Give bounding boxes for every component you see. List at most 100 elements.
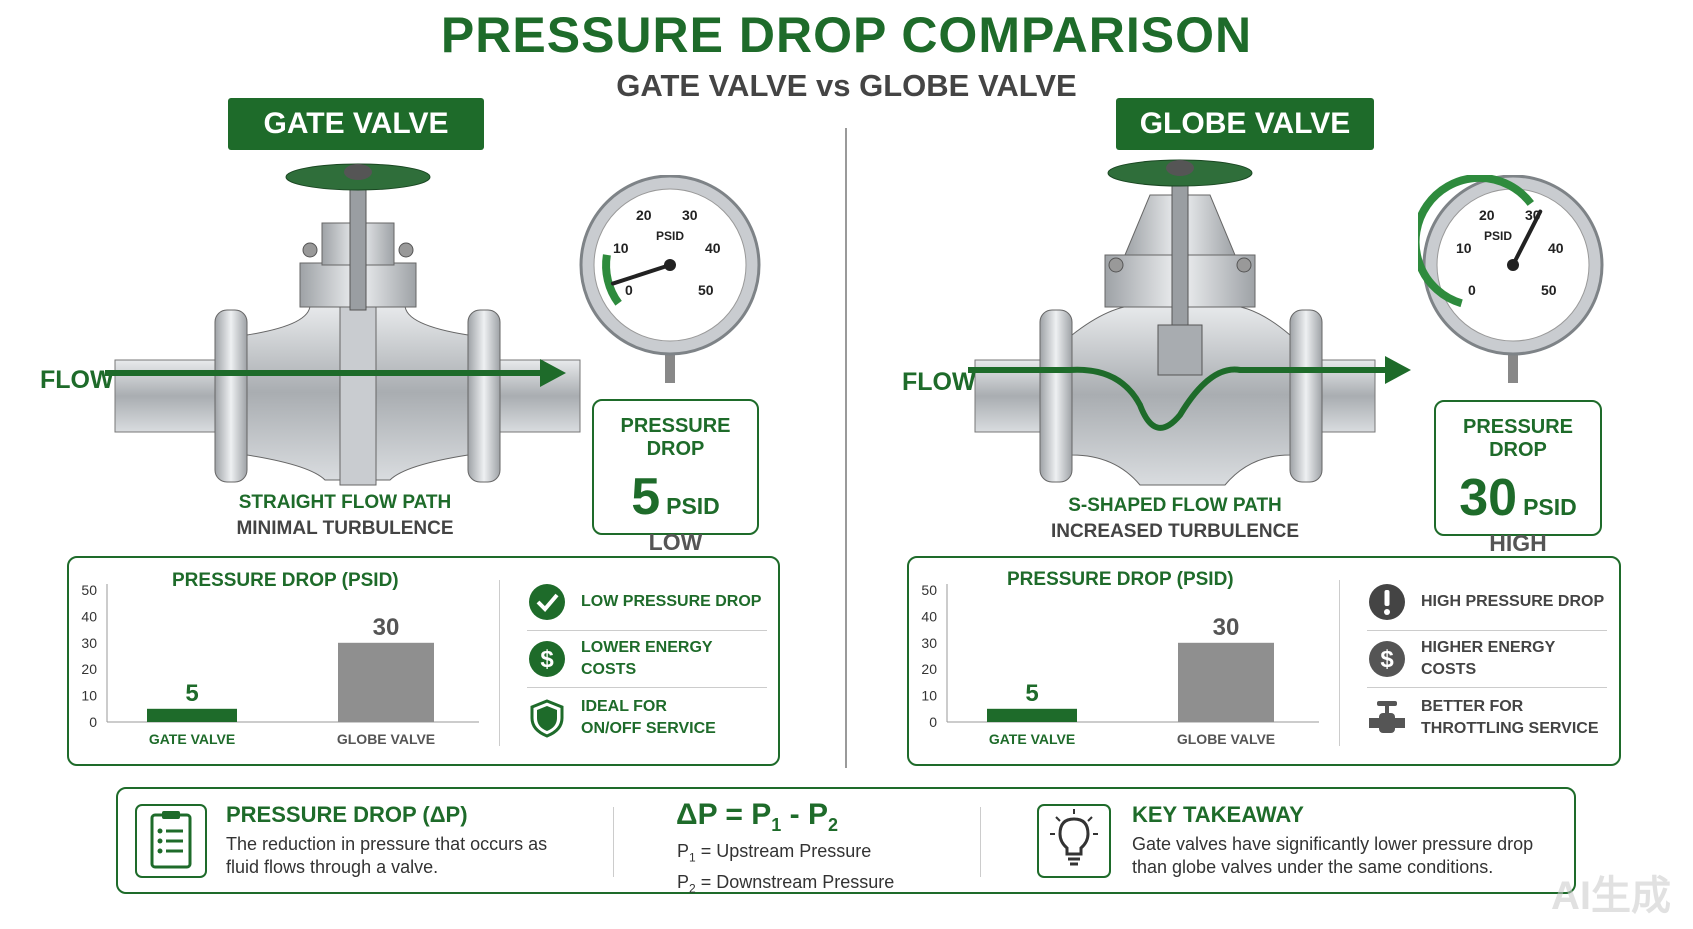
def2-text: = Downstream Pressure bbox=[700, 871, 895, 892]
pressure-drop-formula: ΔP = P1 - P2 bbox=[676, 798, 838, 836]
def2-p: P bbox=[677, 871, 690, 892]
gate-feature-divider bbox=[527, 687, 767, 688]
globe-feature-text: HIGHER ENERGY COSTS bbox=[1421, 639, 1555, 678]
globe-feature-list: HIGH PRESSURE DROP $ HIGHER ENERGY COSTS… bbox=[1367, 580, 1607, 742]
dollar-coin-icon: $ bbox=[1369, 641, 1405, 677]
globe-valve-label: GLOBE VALVE bbox=[1116, 98, 1374, 150]
formula-def-upstream: P1 = Upstream Pressure bbox=[677, 839, 894, 870]
gate-feature-separator bbox=[499, 580, 500, 746]
globe-summary-panel: PRESSURE DROP (PSID) 0 10 20 30 40 50 5 GATE VA… bbox=[907, 556, 1621, 766]
takeaway-line: than globe valves under the same conditi… bbox=[1132, 857, 1494, 877]
center-divider bbox=[845, 128, 847, 768]
gate-disc bbox=[339, 304, 377, 486]
globe-gauge-tick-20: 20 bbox=[1479, 207, 1495, 223]
gate-path-caption: STRAIGHT FLOW PATH MINIMAL TURBULENCE bbox=[210, 492, 480, 540]
definition-line: fluid flows through a valve. bbox=[226, 857, 439, 877]
svg-text:$: $ bbox=[1380, 646, 1394, 673]
y-tick-label: 0 bbox=[89, 714, 97, 730]
page-subtitle: GATE VALVE vs GLOBE VALVE bbox=[616, 68, 1077, 103]
formula-lhs: ΔP bbox=[676, 798, 718, 831]
globe-gauge-tick-10: 10 bbox=[1456, 240, 1472, 256]
bar-value-label: 5 bbox=[1025, 680, 1038, 707]
globe-feature-text: HIGH PRESSURE DROP bbox=[1421, 593, 1605, 610]
globe-plug bbox=[1157, 324, 1203, 376]
globe-feature-divider bbox=[1367, 630, 1607, 631]
globe-flange-left bbox=[1039, 309, 1073, 483]
bottom-info-panel: PRESSURE DROP (ΔP) The reduction in pres… bbox=[116, 787, 1576, 895]
y-tick-label: 20 bbox=[81, 661, 97, 677]
gate-gauge-tick-50: 50 bbox=[698, 282, 714, 298]
formula-def-downstream: P2 = Downstream Pressure bbox=[677, 870, 894, 901]
globe-path-line2: INCREASED TURBULENCE bbox=[1050, 521, 1300, 542]
gate-pressure-gauge: 0 10 20 30 40 50 PSID bbox=[579, 175, 761, 383]
x-category-label: GATE VALVE bbox=[989, 731, 1075, 747]
gate-feature-row: $ LOWER ENERGY COSTS bbox=[527, 637, 767, 681]
gate-gauge-unit: PSID bbox=[656, 229, 684, 243]
globe-flow-label: FLOW bbox=[902, 368, 976, 396]
globe-chart-title: PRESSURE DROP (PSID) bbox=[1007, 569, 1234, 590]
gate-bolt bbox=[302, 242, 318, 258]
bar bbox=[147, 708, 237, 722]
bottom-separator bbox=[613, 807, 614, 877]
gate-gauge-tick-20: 20 bbox=[636, 207, 652, 223]
gate-gauge-tick-10: 10 bbox=[613, 240, 629, 256]
gate-bolt bbox=[398, 242, 414, 258]
globe-pd-unit: PSID bbox=[1523, 494, 1577, 520]
definition-body: The reduction in pressure that occurs as… bbox=[226, 833, 586, 879]
y-tick-label: 0 bbox=[929, 714, 937, 730]
gate-chart-title: PRESSURE DROP (PSID) bbox=[172, 570, 399, 591]
x-category-label: GLOBE VALVE bbox=[1177, 731, 1275, 747]
def2-sub: 2 bbox=[689, 881, 696, 896]
globe-feature-row: HIGH PRESSURE DROP bbox=[1367, 580, 1607, 624]
gate-gauge-needle bbox=[610, 263, 672, 286]
x-category-label: GATE VALVE bbox=[149, 731, 235, 747]
formula-eq: = bbox=[725, 798, 743, 831]
gate-flange-left bbox=[214, 309, 248, 483]
y-tick-label: 50 bbox=[81, 582, 97, 598]
gate-pd-value-line: 5 PSID bbox=[594, 467, 757, 527]
gate-feature-text: IDEAL FOR ON/OFF SERVICE bbox=[581, 696, 716, 740]
formula-minus: - bbox=[789, 798, 800, 831]
gate-stem bbox=[349, 174, 367, 311]
takeaway-line: Gate valves have significantly lower pre… bbox=[1132, 834, 1534, 854]
globe-gauge-tick-40: 40 bbox=[1548, 240, 1564, 256]
globe-feature-row: $ HIGHER ENERGY COSTS bbox=[1367, 637, 1607, 681]
globe-pd-heading: PRESSURE DROP bbox=[1462, 416, 1574, 461]
gate-flange-right bbox=[467, 309, 501, 483]
formula-definitions: P1 = Upstream Pressure P2 = Downstream P… bbox=[677, 839, 894, 900]
bar-value-label: 5 bbox=[185, 680, 198, 707]
globe-flange-right bbox=[1289, 309, 1323, 483]
shield-check-icon bbox=[530, 699, 564, 738]
bar-value-label: 30 bbox=[1213, 614, 1240, 641]
exclamation-circle-icon bbox=[1369, 584, 1405, 620]
globe-gauge-needle bbox=[1511, 209, 1543, 267]
bar bbox=[987, 708, 1077, 722]
globe-pressure-drop-box: PRESSURE DROP 30 PSID HIGH bbox=[1434, 400, 1602, 556]
gate-path-line2: MINIMAL TURBULENCE bbox=[236, 518, 454, 539]
globe-pd-level: HIGH bbox=[1489, 530, 1547, 556]
definition-line: The reduction in pressure that occurs as bbox=[226, 834, 548, 854]
globe-bolt bbox=[1108, 257, 1124, 273]
gate-gauge-tick-30: 30 bbox=[682, 207, 698, 223]
y-tick-label: 50 bbox=[921, 582, 937, 598]
def1-sub: 1 bbox=[689, 850, 696, 865]
gate-pressure-drop-box: PRESSURE DROP 5 PSID LOW bbox=[592, 399, 759, 555]
globe-wheel-nut bbox=[1166, 160, 1194, 176]
gate-flow-arrowhead bbox=[540, 359, 566, 387]
gate-wheel-nut bbox=[344, 164, 372, 180]
bottom-separator bbox=[980, 807, 981, 877]
gate-feature-text: LOWER ENERGY COSTS bbox=[581, 639, 713, 678]
bar-value-label: 30 bbox=[373, 614, 400, 641]
y-tick-label: 20 bbox=[921, 661, 937, 677]
globe-pd-value: 30 bbox=[1459, 469, 1518, 527]
globe-feature-line: THROTTLING SERVICE bbox=[1421, 720, 1599, 737]
globe-path-line1: S-SHAPED FLOW PATH bbox=[1068, 495, 1282, 516]
formula-p1: P bbox=[751, 798, 772, 831]
globe-feature-row: BETTER FOR THROTTLING SERVICE bbox=[1367, 694, 1607, 742]
clipboard-list-icon bbox=[135, 804, 207, 878]
globe-stem bbox=[1171, 172, 1189, 344]
globe-bolt bbox=[1236, 257, 1252, 273]
def1-p: P bbox=[677, 841, 690, 861]
globe-feature-text: BETTER FOR THROTTLING SERVICE bbox=[1421, 696, 1599, 740]
gate-path-line1: STRAIGHT FLOW PATH bbox=[238, 492, 452, 513]
